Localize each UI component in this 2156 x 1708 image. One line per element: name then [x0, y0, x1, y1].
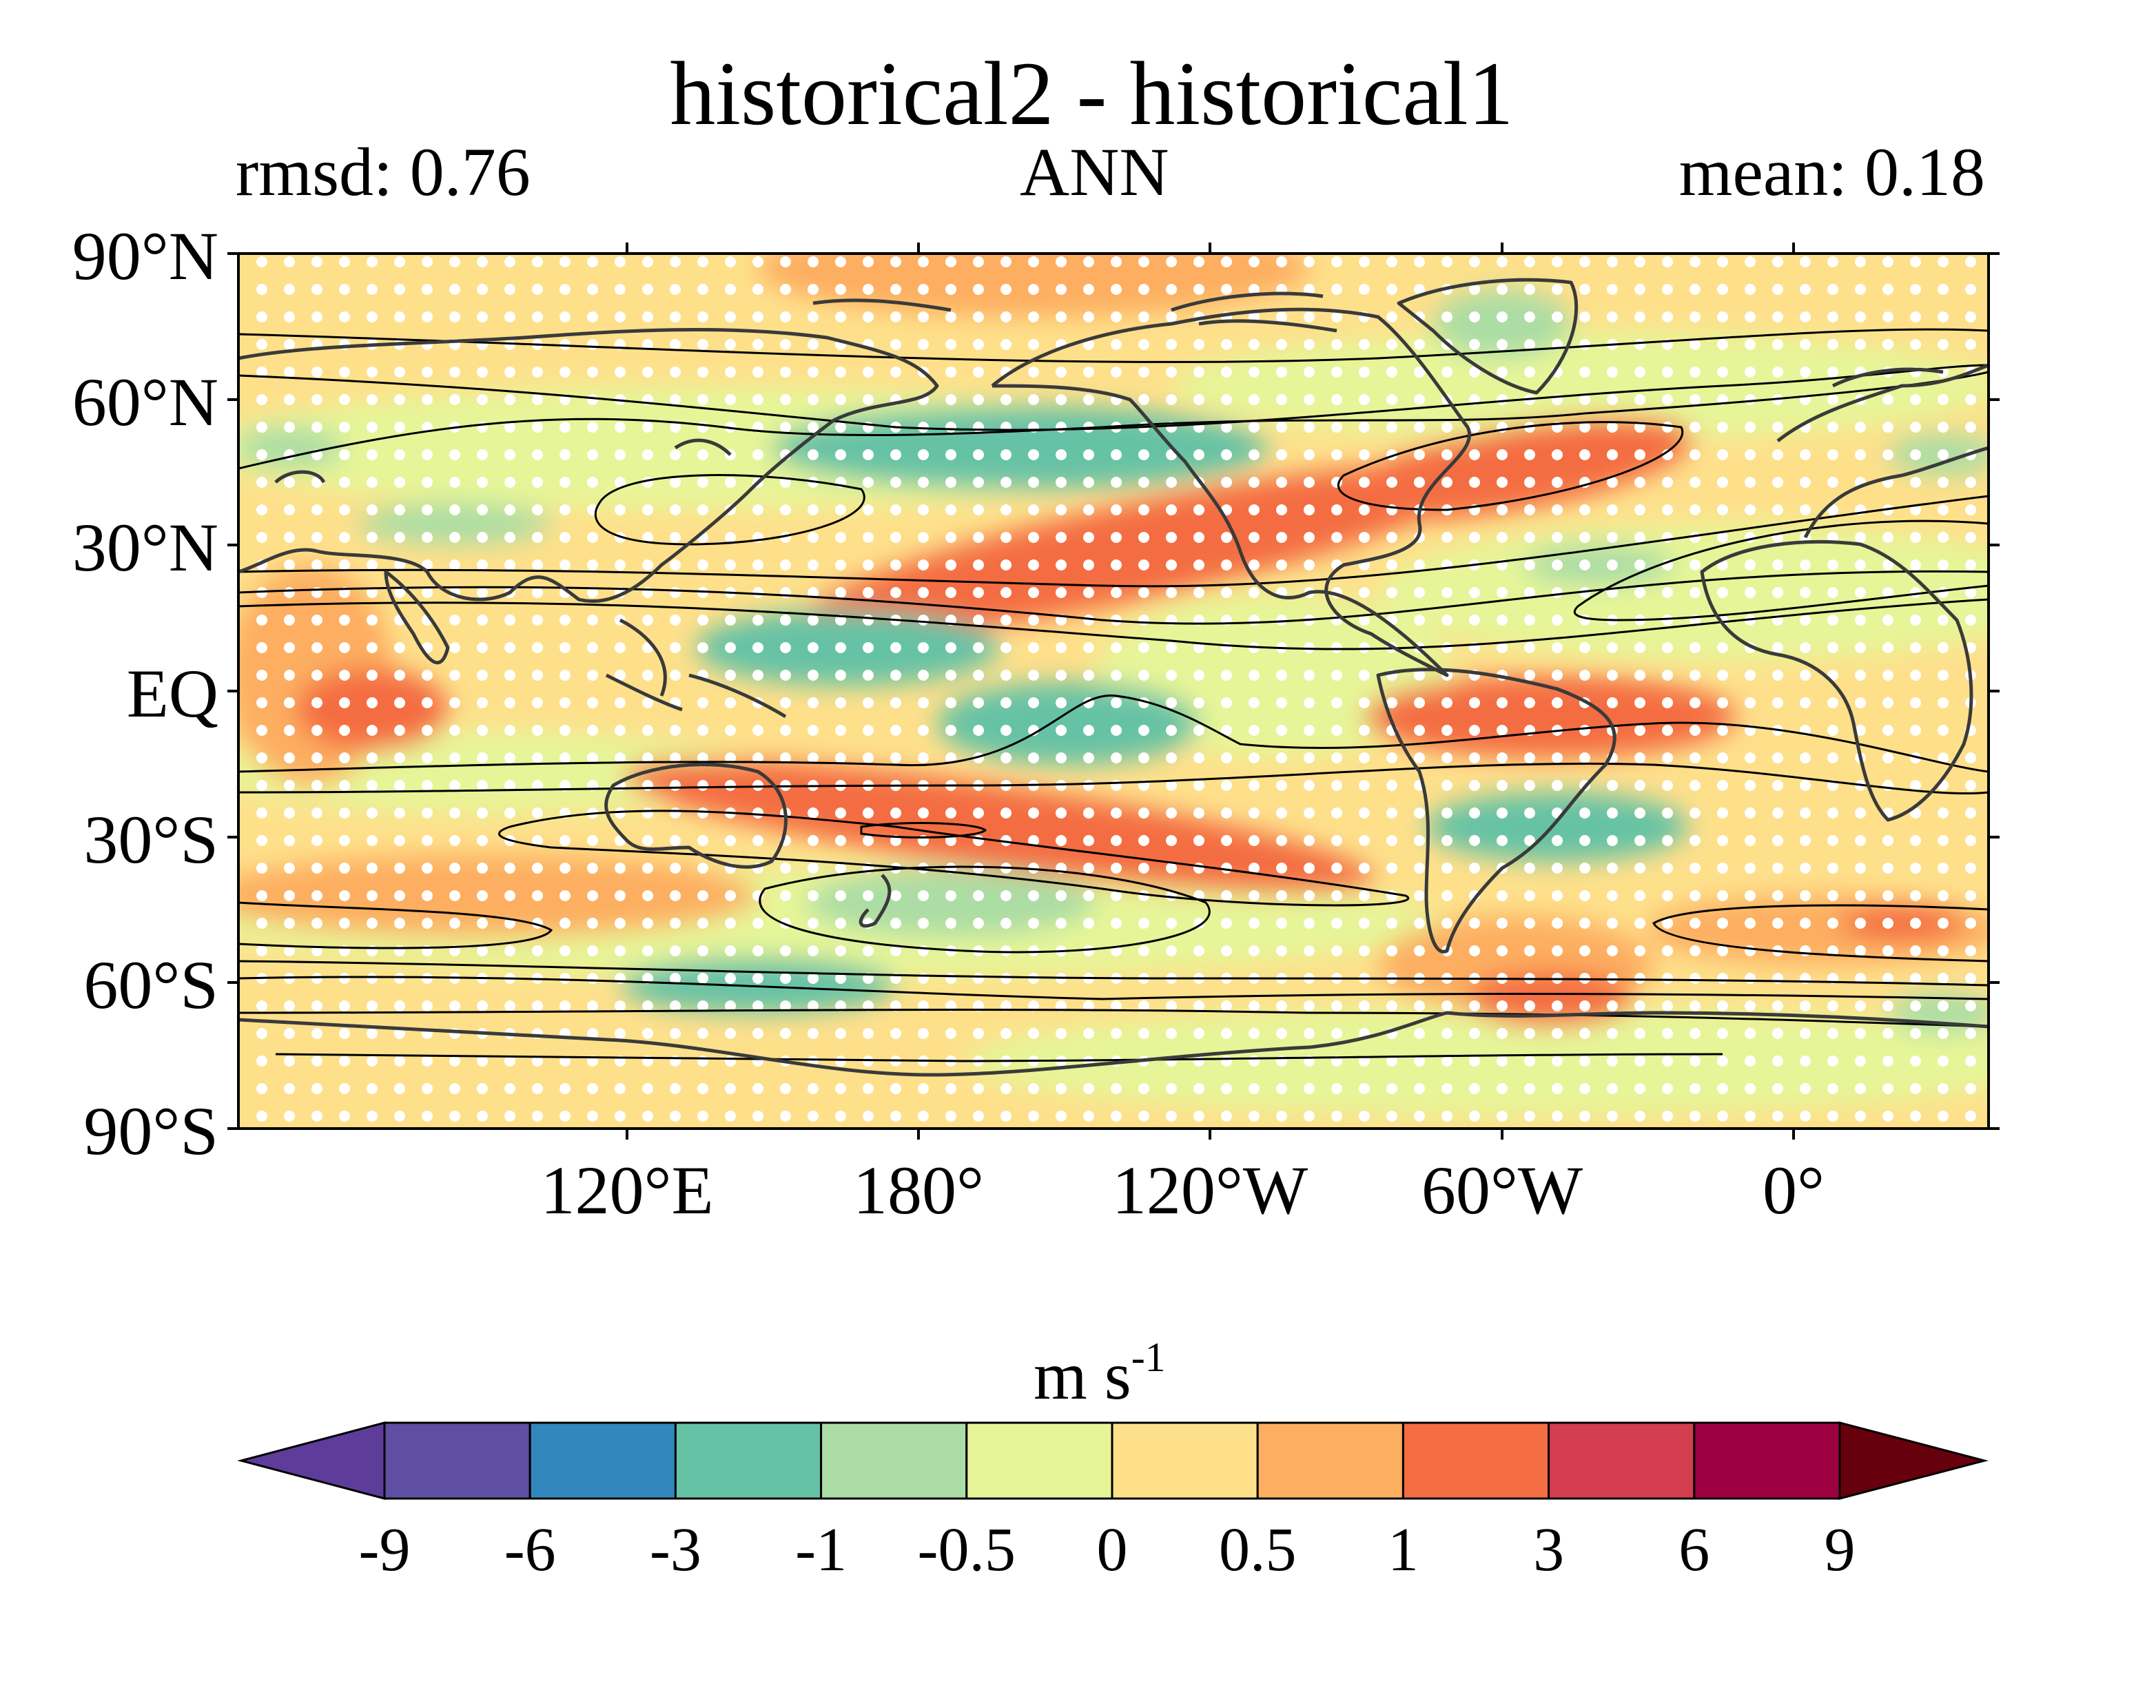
colorbar-segment: [820, 1421, 968, 1500]
colorbar-tick-label: 0.5: [1218, 1516, 1297, 1584]
lon-label-60w: 60°W: [1421, 1152, 1583, 1228]
significance-stipple: [238, 254, 1989, 1129]
colorbar-unit-label: m s-1: [1034, 1337, 1166, 1410]
figure-title: historical2 - historical1: [670, 43, 1514, 144]
colorbar-segment: [1693, 1421, 1841, 1500]
map-panel: [238, 254, 1989, 1129]
colorbar-segment: [1548, 1421, 1696, 1500]
colorbar-extend-low: [237, 1421, 386, 1500]
coastlines: [238, 278, 1989, 1077]
colorbar-segment: [674, 1421, 823, 1500]
lon-label-180: 180°: [853, 1152, 984, 1228]
season-label: ANN: [1020, 134, 1169, 210]
colorbar-tick-label: 6: [1678, 1516, 1710, 1584]
lat-label-90s: 90°S: [83, 1093, 218, 1169]
colorbar-tick-label: -3: [649, 1516, 701, 1584]
rmsd-label: rmsd: 0.76: [236, 134, 531, 210]
colorbar: [237, 1421, 1989, 1500]
lat-label-eq: EQ: [126, 655, 218, 732]
colorbar-segment: [528, 1421, 677, 1500]
lat-label-30n: 30°N: [72, 509, 218, 586]
axis-ticks: [227, 243, 2000, 1140]
lat-label-90n: 90°N: [72, 218, 218, 294]
lon-label-0: 0°: [1763, 1152, 1825, 1228]
lat-label-60n: 60°N: [72, 364, 218, 440]
lon-label-120w: 120°W: [1111, 1152, 1308, 1228]
colorbar-tick-label: -6: [504, 1516, 556, 1584]
colorbar-unit-main: m s: [1034, 1337, 1131, 1414]
colorbar-tick-label: -1: [795, 1516, 848, 1584]
colorbar-tick-label: -0.5: [917, 1516, 1016, 1584]
colorbar-segment: [965, 1421, 1113, 1500]
colorbar-unit-exponent: -1: [1131, 1335, 1166, 1380]
colorbar-segment: [383, 1421, 531, 1500]
colorbar-tick-label: 0: [1096, 1516, 1128, 1584]
colorbar-tick-label: 1: [1387, 1516, 1419, 1584]
lon-label-120e: 120°E: [540, 1152, 714, 1228]
colorbar-tick-label: 9: [1824, 1516, 1856, 1584]
lat-label-60s: 60°S: [83, 947, 218, 1023]
colorbar-extend-high: [1838, 1421, 1989, 1500]
colorbar-segment: [1402, 1421, 1550, 1500]
colorbar-segment: [1256, 1421, 1404, 1500]
colorbar-tick-label: -9: [358, 1516, 411, 1584]
colorbar-tick-label: 3: [1533, 1516, 1565, 1584]
climatology-contours: [238, 328, 1989, 1062]
colorbar-segment: [1111, 1421, 1259, 1500]
mean-label: mean: 0.18: [1678, 134, 1985, 210]
lat-label-30s: 30°S: [83, 801, 218, 878]
